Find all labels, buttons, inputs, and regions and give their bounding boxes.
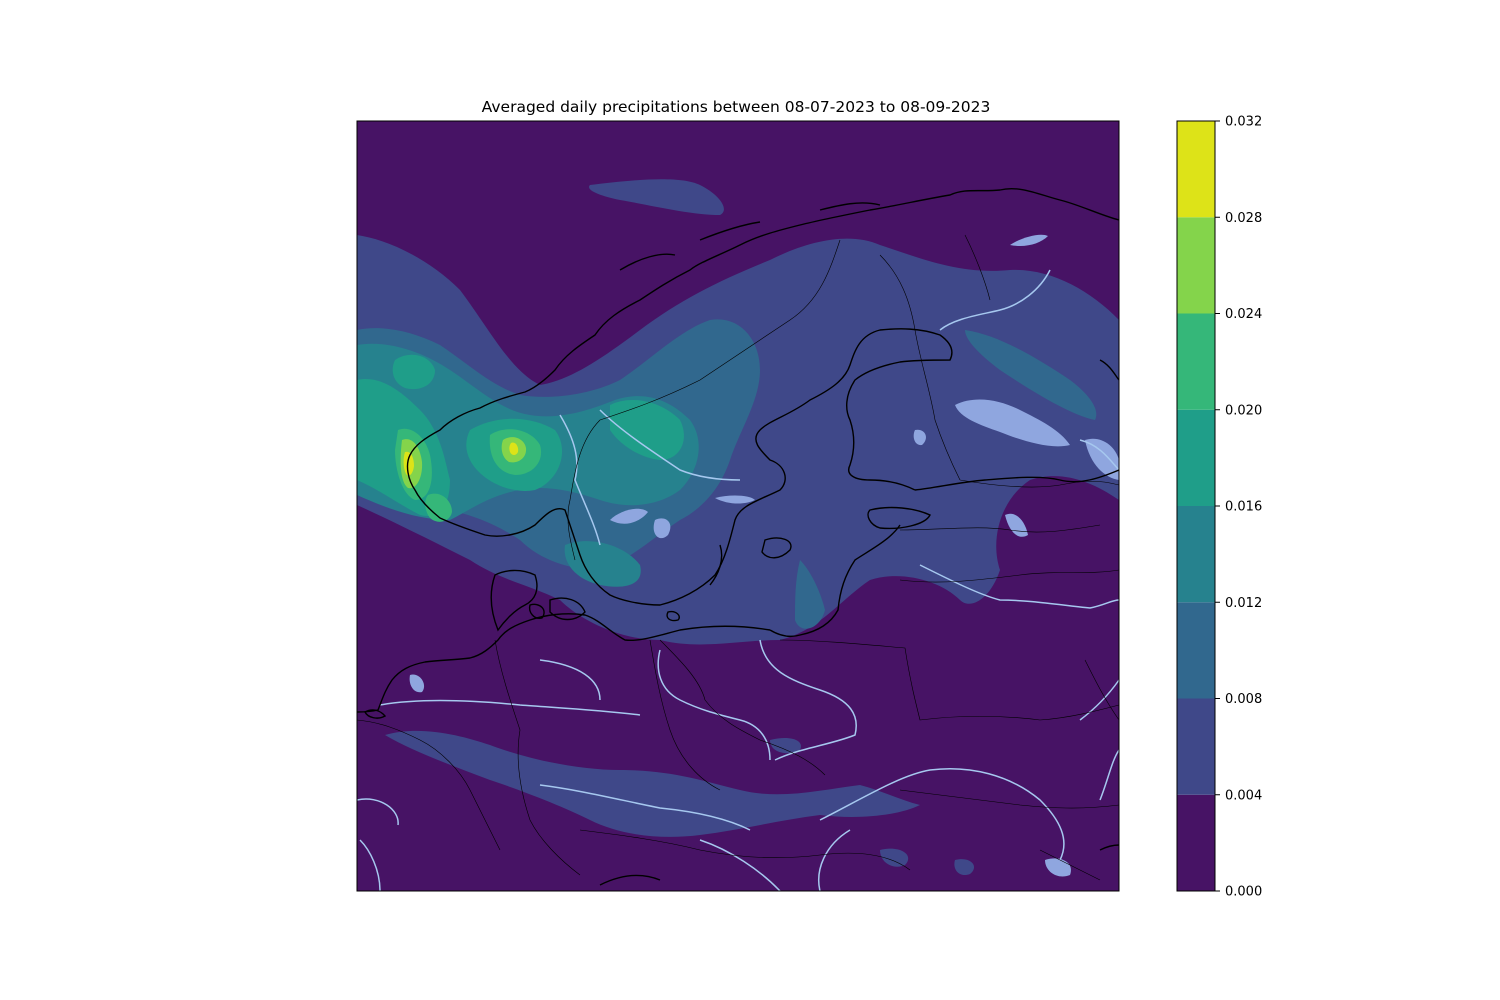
river (559, 414, 601, 546)
river (359, 839, 381, 891)
river (539, 784, 751, 831)
lake (955, 399, 1070, 447)
river (919, 564, 1119, 609)
lake (409, 674, 425, 693)
colorbar-tick-label: 0.024 (1225, 307, 1262, 322)
river (599, 409, 741, 481)
lake (610, 508, 648, 524)
coastline-blacksea (1099, 844, 1119, 851)
contour-level-7-inland (509, 442, 519, 455)
colorbar-tick-label: 0.004 (1225, 788, 1262, 803)
lake (1045, 858, 1071, 877)
river (939, 269, 1051, 331)
contour-level-1-east (880, 848, 909, 867)
river (818, 829, 851, 891)
precipitation-contours (357, 179, 1119, 876)
lake (1005, 513, 1028, 537)
colorbar-tick-label: 0.028 (1225, 211, 1262, 226)
colorbar-segment (1177, 698, 1215, 795)
coastline-finland-gulf (914, 469, 1119, 491)
plot-title: Averaged daily precipitations between 08… (482, 98, 991, 116)
border (779, 639, 1119, 721)
colorbar-tick-label: 0.032 (1225, 115, 1262, 130)
contour-level-1-center (770, 738, 801, 754)
contour-level-2-gulf (795, 560, 825, 629)
coastline-bornholm (666, 610, 680, 622)
coastline-northnorway (619, 202, 881, 271)
river (357, 798, 399, 826)
border (959, 479, 1119, 488)
river (1079, 439, 1119, 471)
coastline-zealand (549, 597, 586, 621)
colorbar-segment (1177, 409, 1215, 506)
border (579, 829, 911, 871)
colorbar-segment (1177, 217, 1215, 314)
lake (913, 429, 926, 446)
border (899, 524, 1101, 533)
border (567, 239, 841, 561)
colorbar: 0.000 0.004 0.008 0.012 0.016 0.020 0.024 0.028… (1176, 115, 1262, 900)
lake (1085, 438, 1119, 480)
river (379, 699, 641, 716)
coastline-eastsea (1099, 359, 1119, 381)
coastline-baltic-east (769, 524, 901, 638)
river (759, 639, 857, 761)
river (699, 839, 781, 891)
coastline-adriatic (599, 874, 661, 886)
border (357, 719, 501, 851)
map-panel (357, 121, 1119, 891)
lake (715, 495, 755, 504)
colorbar-segment (1177, 602, 1215, 699)
colorbar-segment (1177, 121, 1215, 218)
contour-level-7 (403, 451, 414, 476)
colorbar-segment (1177, 506, 1215, 603)
contour-level-1-east2 (954, 859, 975, 876)
contour-level-1-top (589, 179, 724, 215)
coastline-estonia (867, 506, 931, 530)
coastlines (357, 188, 1119, 886)
contour-level-4-sweden (610, 400, 684, 460)
colorbar-tick-label: 0.008 (1225, 692, 1262, 707)
colorbar-tick-label: 0.012 (1225, 596, 1262, 611)
colorbar-segment (1177, 313, 1215, 410)
border (494, 639, 581, 876)
border (899, 789, 1119, 809)
coastline-oland (709, 544, 723, 586)
colorbar-tick-label: 0.016 (1225, 500, 1262, 515)
contour-level-2-east (965, 330, 1097, 420)
border (659, 639, 826, 776)
colorbar-segment (1177, 794, 1215, 891)
border (899, 569, 1119, 583)
border (1039, 849, 1101, 881)
river (819, 768, 1065, 861)
lakes (409, 234, 1119, 877)
coastline-scandinavia (406, 188, 1119, 606)
contour-level-1-south (385, 730, 920, 837)
coastline-germany-poland (357, 613, 771, 713)
river (657, 649, 771, 761)
border (1084, 659, 1119, 721)
colorbar-tick-label: 0.020 (1225, 403, 1262, 418)
coastline-denmark (490, 569, 538, 632)
lake (653, 518, 671, 539)
border (649, 639, 721, 791)
borders (357, 234, 1119, 881)
river (539, 659, 601, 701)
border (964, 234, 991, 301)
rivers (357, 269, 1119, 891)
contour-level-4-north (392, 354, 435, 390)
coastline-netherlands (364, 709, 387, 719)
river (1099, 749, 1119, 801)
map-frame (356, 120, 1120, 892)
colorbar-tick-label: 0.000 (1225, 885, 1262, 900)
coastline-funen (528, 603, 545, 619)
border (879, 254, 961, 481)
coastline-gotland (761, 537, 792, 559)
river (1079, 679, 1119, 721)
lake (1010, 234, 1048, 246)
contour-level-3-south (564, 541, 641, 587)
contour-level-5-coast (425, 493, 452, 522)
